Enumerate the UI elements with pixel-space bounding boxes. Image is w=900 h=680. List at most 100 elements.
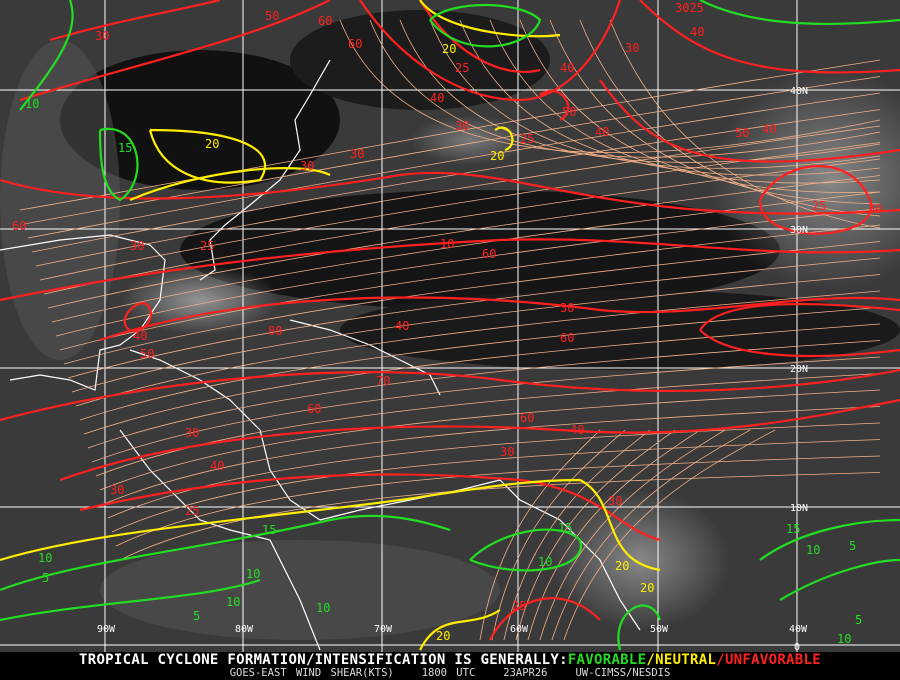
streamline	[31, 109, 881, 253]
contour-value-label: 50	[735, 126, 749, 140]
contour-value-label: 30	[608, 494, 622, 508]
streamline	[83, 323, 881, 435]
shear-contour	[419, 0, 541, 73]
contour-value-label: 30	[185, 426, 199, 440]
contour-value-label: 40	[430, 91, 444, 105]
streamline	[115, 455, 881, 547]
longitude-label: 80W	[235, 624, 254, 635]
contour-value-label: 5	[193, 609, 200, 623]
contour-value-label: 20	[490, 149, 504, 163]
contour-value-label: 70	[376, 374, 390, 388]
streamline	[503, 429, 651, 641]
shear-contour	[699, 302, 900, 358]
grid-labels: 90W 80W 70W 60W 50W 40W 40N 30N 20N 10N 0	[97, 86, 808, 652]
streamline	[27, 92, 881, 239]
separator: /	[716, 652, 725, 668]
contour-value-label: 30	[455, 119, 469, 133]
streamlines	[19, 19, 881, 641]
contour-value-label: 40	[133, 329, 147, 343]
contour-value-label: 5	[42, 571, 49, 585]
contour-value-label: 60	[520, 411, 534, 425]
contour-value-label: 60	[307, 402, 321, 416]
streamline	[563, 429, 776, 641]
date-label: 23APR26	[503, 667, 548, 679]
longitude-label: 60W	[510, 624, 529, 635]
contour-value-label: 30	[110, 483, 124, 497]
shear-contour	[429, 3, 542, 48]
contour-value-label: 10	[440, 237, 454, 251]
contour-value-label: 5	[849, 539, 856, 553]
separator: /	[646, 652, 656, 668]
streamline	[87, 340, 881, 449]
streamline	[67, 257, 881, 379]
latitude-label: 30N	[790, 225, 808, 236]
latitude-label: 20N	[790, 364, 808, 375]
streamline	[111, 439, 881, 533]
contour-value-label: 20	[640, 581, 654, 595]
streamline	[39, 142, 881, 281]
streamline	[549, 19, 881, 205]
streamline	[19, 59, 881, 211]
streamline	[103, 406, 881, 505]
contour-value-label: 40	[395, 319, 409, 333]
streamline	[75, 290, 881, 407]
streamline	[71, 274, 881, 393]
contour-value-label: 10	[25, 97, 39, 111]
streamline	[43, 158, 881, 295]
contour-value-label: 30	[625, 41, 639, 55]
shear-contour	[419, 0, 561, 38]
contour-value-label: 10	[38, 551, 52, 565]
contour-value-label: 15	[786, 522, 800, 536]
shear-contour	[0, 514, 451, 592]
contour-value-label: 50	[265, 9, 279, 23]
contour-value-label: 25	[512, 599, 526, 613]
contour-value-label: 30	[95, 29, 109, 43]
contour-value-label: 20	[436, 629, 450, 643]
shear-contour	[0, 368, 900, 422]
longitude-label: 50W	[650, 624, 669, 635]
streamline	[79, 307, 881, 421]
unfavorable-label: UNFAVORABLE	[724, 652, 821, 668]
latitude-label: 10N	[790, 503, 808, 514]
shear-contour	[0, 578, 261, 622]
contour-value-label: 5	[855, 613, 862, 627]
contour-value-label: 60	[560, 331, 574, 345]
streamline	[99, 389, 881, 491]
contour-value-label: 25	[520, 132, 534, 146]
shear-contour	[419, 609, 501, 651]
streamline	[515, 429, 676, 641]
longitude-label: 40W	[789, 624, 808, 635]
shear-contour	[779, 558, 900, 601]
headline-prefix: TROPICAL CYCLONE FORMATION/INTENSIFICATI…	[79, 652, 568, 668]
neutral-label: NEUTRAL	[655, 652, 717, 668]
streamline	[491, 429, 626, 641]
streamline	[399, 19, 881, 163]
streamline	[551, 429, 751, 641]
shear-contour	[758, 165, 873, 235]
shear-contour	[539, 89, 570, 121]
contour-value-label: 30	[300, 159, 314, 173]
contour-value-label: 40	[210, 459, 224, 473]
streamline	[519, 19, 881, 193]
contour-value-label: 25	[185, 504, 199, 518]
streamline	[579, 19, 881, 217]
contour-value-label: 40	[560, 61, 574, 75]
contour-value-label: 10	[226, 595, 240, 609]
contour-value-label: 15	[558, 521, 572, 535]
shear-contour	[0, 238, 900, 302]
streamline	[91, 356, 881, 463]
contour-value-label: 10	[806, 543, 820, 557]
shear-contour	[129, 167, 331, 202]
shear-contour	[98, 127, 139, 202]
contour-value-label: 50	[140, 347, 154, 361]
shear-contour	[79, 473, 661, 542]
contour-value-label: 60	[482, 247, 496, 261]
contour-value-label: 10	[538, 555, 552, 569]
contour-value-label: 25	[200, 239, 214, 253]
streamline	[369, 19, 881, 158]
contour-value-label: 80	[268, 324, 282, 338]
shear-contour	[617, 604, 662, 651]
contour-value-label: 40	[595, 125, 609, 139]
contour-value-label: 30	[868, 202, 882, 216]
contour-value-label: 15	[262, 523, 276, 537]
